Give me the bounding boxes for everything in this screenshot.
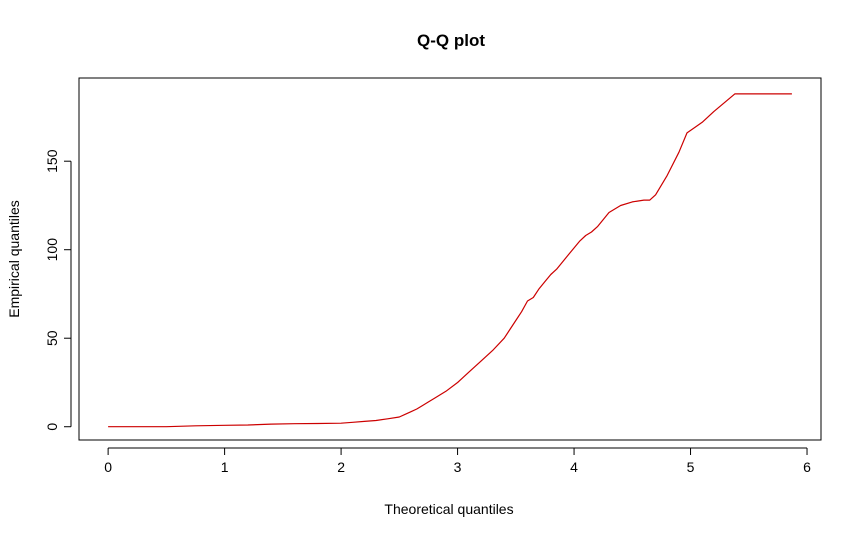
y-tick-label-2: 100	[44, 238, 60, 262]
y-axis-title: Empirical quantiles	[6, 200, 22, 318]
x-tick-label-1: 1	[221, 459, 229, 475]
y-axis: 0 50 100 150	[44, 149, 72, 431]
chart-title: Q-Q plot	[417, 31, 485, 50]
y-tick-label-0: 0	[44, 423, 60, 431]
series-group	[108, 93, 792, 428]
y-tick-label-3: 150	[44, 149, 60, 173]
x-tick-label-4: 4	[570, 459, 578, 475]
plot-frame	[78, 77, 822, 441]
y-tick-label-1: 50	[44, 330, 60, 346]
x-tick-label-3: 3	[454, 459, 462, 475]
x-tick-label-6: 6	[803, 459, 811, 475]
x-tick-label-0: 0	[104, 459, 112, 475]
x-tick-label-5: 5	[687, 459, 695, 475]
x-axis: 0 1 2 3 4 5 6	[104, 447, 811, 475]
x-axis-title: Theoretical quantiles	[384, 501, 513, 517]
x-tick-label-2: 2	[337, 459, 345, 475]
series-line-0	[108, 93, 792, 428]
